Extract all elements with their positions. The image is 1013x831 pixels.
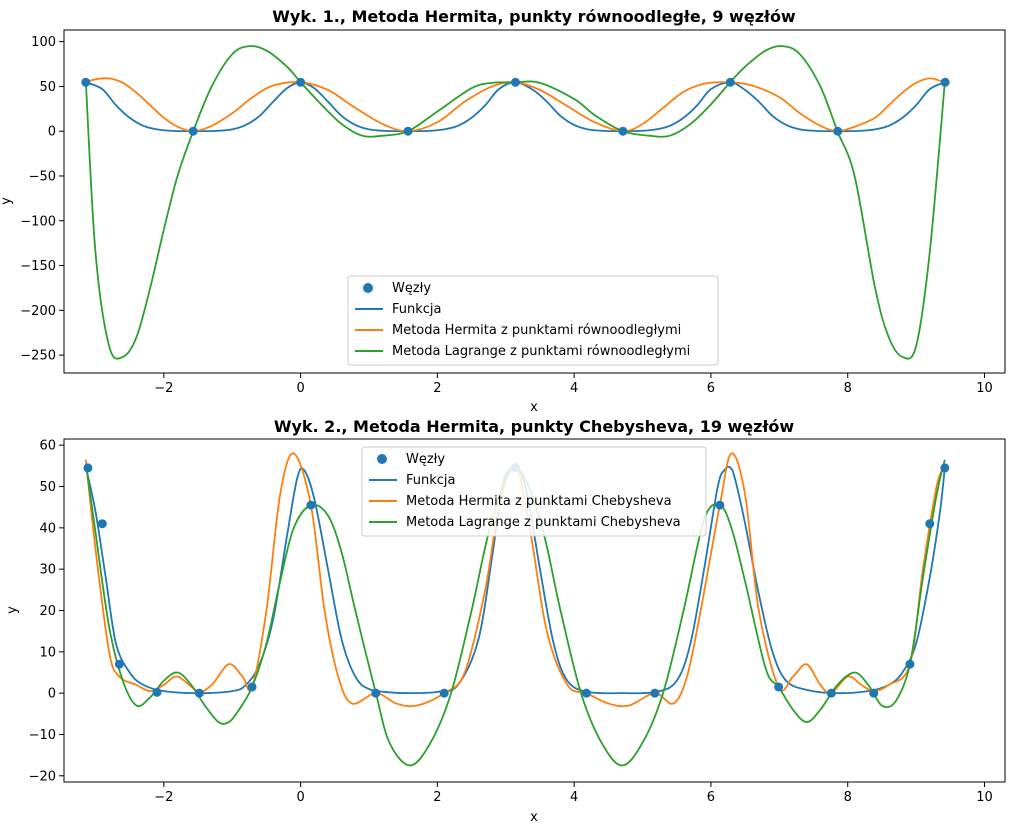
legend-2: Węzły Funkcja Metoda Hermita z punktami … xyxy=(361,446,707,537)
legend-label-lagrange-2: Metoda Lagrange z punktami Chebysheva xyxy=(406,515,681,530)
legend-label-nodes-1: Węzły xyxy=(392,281,431,296)
y-axis-label-1: y xyxy=(0,197,14,205)
plot-nodes-2 xyxy=(83,463,950,698)
y-tick-label: −100 xyxy=(20,214,56,229)
node-point xyxy=(247,682,257,692)
y-tick-label: 20 xyxy=(39,604,56,619)
x-tick-label: 4 xyxy=(570,790,578,805)
x-axis-label-2: x xyxy=(530,810,538,825)
node-point xyxy=(774,682,784,692)
legend-box-1 xyxy=(347,275,719,366)
y-tick-label: 100 xyxy=(31,35,56,50)
node-point xyxy=(306,500,316,510)
x-axis-label-1: x xyxy=(530,400,538,415)
lagrange-curve xyxy=(84,45,946,360)
y-tick-label: 30 xyxy=(39,563,56,578)
node-point xyxy=(826,688,836,698)
chart-title-2: Wyk. 2., Metoda Hermita, punkty Chebyshe… xyxy=(274,417,795,436)
legend-box-2 xyxy=(361,446,707,537)
node-point xyxy=(510,77,520,87)
plot-panel-2: Wyk. 2., Metoda Hermita, punkty Chebyshe… xyxy=(5,417,1006,825)
y-tick-label: −50 xyxy=(29,169,56,184)
chart-title-1: Wyk. 1., Metoda Hermita, punkty równoodl… xyxy=(272,7,796,26)
legend-label-nodes-2: Węzły xyxy=(406,452,445,467)
x-tick-label: 8 xyxy=(844,381,852,396)
legend-marker-nodes-2 xyxy=(377,454,387,464)
x-tick-label: 2 xyxy=(433,790,441,805)
legend-label-function-1: Funkcja xyxy=(392,302,442,317)
x-tick-label: 0 xyxy=(296,790,304,805)
node-point xyxy=(296,77,306,87)
node-point xyxy=(403,126,413,136)
x-tick-label: 4 xyxy=(570,381,578,396)
node-point xyxy=(97,519,107,529)
node-point xyxy=(940,77,950,87)
y-tick-label: 60 xyxy=(39,439,56,454)
y-tick-label: 0 xyxy=(48,687,56,702)
x-tick-label: −2 xyxy=(154,381,173,396)
x-tick-label: 6 xyxy=(707,790,715,805)
node-point xyxy=(581,688,591,698)
y-tick-label: −250 xyxy=(20,349,56,364)
x-tick-label: 10 xyxy=(976,790,993,805)
legend-label-lagrange-1: Metoda Lagrange z punktami równoodległym… xyxy=(392,344,690,359)
node-point xyxy=(715,500,725,510)
legend-label-hermite-1: Metoda Hermita z punktami równoodległymi xyxy=(392,323,681,338)
legend-label-function-2: Funkcja xyxy=(406,473,456,488)
node-point xyxy=(725,77,735,87)
plot-panel-1: Wyk. 1., Metoda Hermita, punkty równoodl… xyxy=(0,7,1006,415)
y-axis-label-2: y xyxy=(5,606,20,614)
node-point xyxy=(152,687,162,697)
y-tick-label: −20 xyxy=(29,769,56,784)
y-tick-label: 40 xyxy=(39,521,56,536)
node-point xyxy=(833,126,843,136)
node-point xyxy=(905,659,915,669)
x-tick-label: 2 xyxy=(433,381,441,396)
node-point xyxy=(650,688,660,698)
legend-1: Węzły Funkcja Metoda Hermita z punktami … xyxy=(347,275,719,366)
x-tick-label: −2 xyxy=(154,790,173,805)
y-tick-label: 50 xyxy=(39,80,56,95)
plot-area-1 xyxy=(63,29,1006,374)
plot-nodes-1 xyxy=(81,77,950,136)
node-point xyxy=(83,463,93,473)
node-point xyxy=(940,463,950,473)
y-tick-label: 0 xyxy=(48,125,56,140)
y-tick-label: −200 xyxy=(20,304,56,319)
y-tick-label: 10 xyxy=(39,645,56,660)
x-tick-label: 10 xyxy=(976,381,993,396)
y-tick-label: −10 xyxy=(29,728,56,743)
y-tick-label: 50 xyxy=(39,480,56,495)
node-point xyxy=(188,126,198,136)
y-tick-label: −150 xyxy=(20,259,56,274)
node-point xyxy=(194,688,204,698)
legend-marker-nodes-1 xyxy=(363,283,373,293)
node-point xyxy=(869,688,879,698)
axis-ticks-1: −2 0 2 4 6 8 10 100 50 0 −50 −100 −150 −200 −250 xyxy=(20,35,992,396)
x-tick-label: 8 xyxy=(844,790,852,805)
node-point xyxy=(925,519,935,529)
node-point xyxy=(618,126,628,136)
legend-label-hermite-2: Metoda Hermita z punktami Chebysheva xyxy=(406,494,672,509)
node-point xyxy=(371,688,381,698)
node-point xyxy=(114,659,124,669)
x-tick-label: 0 xyxy=(296,381,304,396)
node-point xyxy=(81,77,91,87)
x-tick-label: 6 xyxy=(707,381,715,396)
node-point xyxy=(439,688,449,698)
